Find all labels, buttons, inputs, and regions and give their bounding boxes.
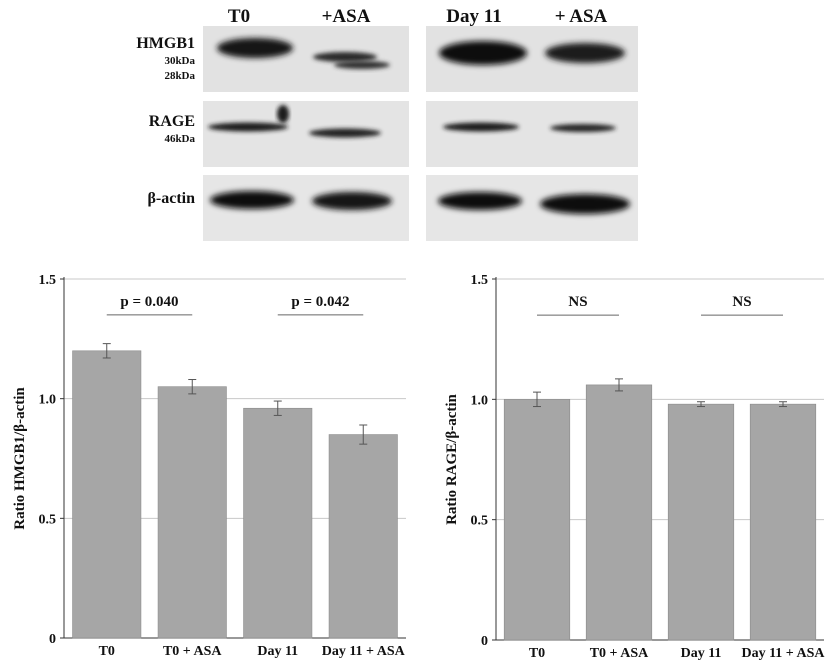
hmgb1-ytick-label-1: 0.5	[39, 512, 57, 527]
hmgb1-ytick-label-2: 1.0	[39, 393, 57, 408]
hmgb1-bar-0	[72, 350, 142, 639]
hmgb1-bar-3	[328, 434, 398, 639]
blot-panel-rage-left	[203, 101, 409, 167]
rage-bar-1	[585, 384, 653, 641]
hmgb1-ytick-label-3: 1.5	[39, 273, 57, 288]
blot-panel-hmgb1-left	[203, 26, 409, 92]
hmgb1-annotation-0: p = 0.040	[120, 294, 178, 310]
hmgb1-bar-2	[243, 407, 313, 639]
rage-annotation-0: NS	[568, 294, 587, 310]
hmgb1-ytick-label-0: 0	[49, 632, 56, 647]
rage-bar-2	[667, 403, 735, 641]
rage-category-label-3: Day 11 + ASA	[741, 646, 825, 661]
blot-panel-hmgb1-right	[426, 26, 638, 92]
rage-category-label-0: T0	[529, 646, 545, 661]
rage-category-label-1: T0 + ASA	[590, 646, 649, 661]
hmgb1-category-label-1: T0 + ASA	[163, 644, 222, 659]
blot-panel-rage-right	[426, 101, 638, 167]
western-blot: T0 +ASA Day 11 + ASA HMGB1 30kDa 28kDa R…	[136, 6, 638, 241]
rage-bar-0	[503, 399, 571, 641]
marker-28kda: 28kDa	[164, 70, 195, 82]
hmgb1-bar-1	[157, 386, 227, 639]
rage-ytick-label-0: 0	[481, 634, 488, 649]
lane-label-day11-asa: + ASA	[555, 6, 608, 27]
rage-y-axis-label: Ratio RAGE/β-actin	[444, 393, 460, 524]
marker-30kda: 30kDa	[164, 55, 195, 67]
blot-panel-actin-left	[203, 175, 409, 241]
lane-label-t0: T0	[228, 6, 250, 27]
rage-category-label-2: Day 11	[681, 646, 722, 661]
row-label-beta-actin: β-actin	[147, 190, 195, 207]
hmgb1-category-label-0: T0	[99, 644, 115, 659]
rage-ratio-chart: 0 0.5 1.0 1.5 Ratio RAGE/β-actin T0 T0 + ASA Da…	[444, 273, 825, 661]
lane-label-asa: +ASA	[322, 6, 371, 27]
row-label-rage: RAGE	[149, 113, 195, 130]
rage-ytick-label-3: 1.5	[471, 273, 489, 288]
hmgb1-y-axis-label: Ratio HMGB1/β-actin	[12, 387, 28, 530]
lane-label-day11: Day 11	[446, 6, 501, 27]
rage-ytick-label-2: 1.0	[471, 393, 489, 408]
rage-annotation-1: NS	[732, 294, 751, 310]
row-label-hmgb1: HMGB1	[136, 35, 195, 52]
marker-46kda: 46kDa	[164, 133, 195, 145]
blot-panel-actin-right	[426, 175, 638, 241]
rage-bar-3	[749, 403, 817, 641]
hmgb1-annotation-1: p = 0.042	[291, 294, 349, 310]
rage-ytick-label-1: 0.5	[471, 514, 489, 529]
hmgb1-category-label-3: Day 11 + ASA	[322, 644, 406, 659]
hmgb1-ratio-chart: 0 0.5 1.0 1.5 Ratio HMGB1/β-actin T0 T0 + ASA D…	[12, 273, 406, 659]
hmgb1-category-label-2: Day 11	[257, 644, 298, 659]
